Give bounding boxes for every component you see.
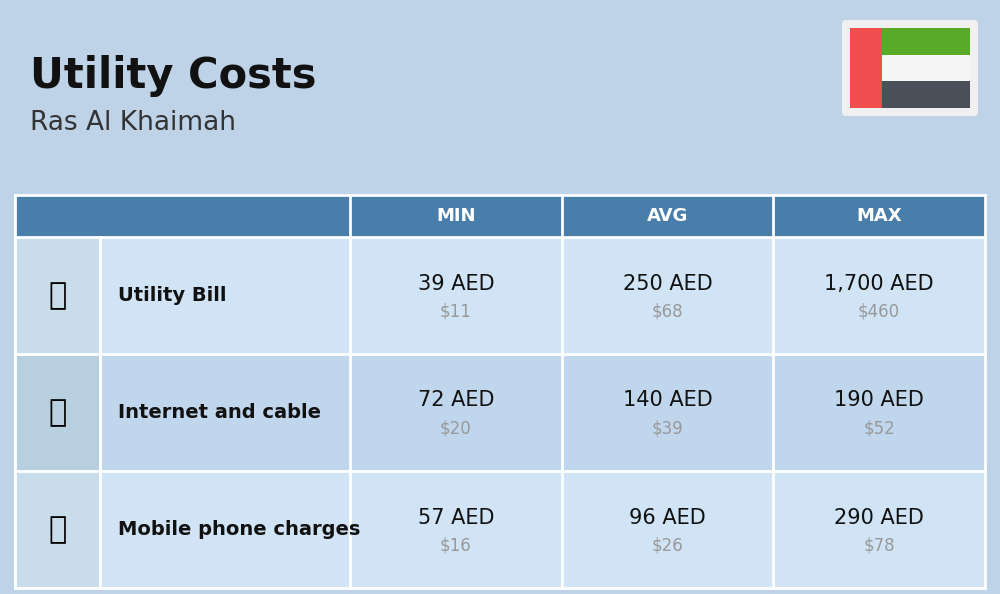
Bar — [882, 55, 970, 81]
Text: $460: $460 — [858, 302, 900, 321]
Bar — [773, 471, 985, 588]
Text: 🔌: 🔌 — [48, 281, 67, 310]
Text: 190 AED: 190 AED — [834, 390, 924, 410]
Text: $78: $78 — [863, 536, 895, 555]
Text: 72 AED: 72 AED — [418, 390, 494, 410]
Bar — [882, 81, 970, 108]
Bar — [882, 28, 970, 55]
FancyBboxPatch shape — [842, 20, 978, 116]
Text: 1,700 AED: 1,700 AED — [824, 273, 934, 293]
Bar — [562, 354, 773, 471]
Bar — [15, 354, 100, 471]
Bar — [350, 354, 562, 471]
Text: Internet and cable: Internet and cable — [118, 403, 321, 422]
Bar — [100, 237, 350, 354]
Bar — [350, 237, 562, 354]
Text: 📶: 📶 — [48, 398, 67, 427]
Text: Utility Costs: Utility Costs — [30, 55, 316, 97]
Text: $11: $11 — [440, 302, 472, 321]
Text: 290 AED: 290 AED — [834, 507, 924, 527]
Text: 39 AED: 39 AED — [418, 273, 494, 293]
Text: 57 AED: 57 AED — [418, 507, 494, 527]
Text: $52: $52 — [863, 419, 895, 438]
Text: $26: $26 — [652, 536, 683, 555]
Bar — [15, 471, 100, 588]
Bar — [773, 354, 985, 471]
Bar — [773, 237, 985, 354]
Bar — [100, 354, 350, 471]
Text: MAX: MAX — [856, 207, 902, 225]
Bar — [15, 195, 985, 237]
Text: 140 AED: 140 AED — [623, 390, 712, 410]
Bar — [15, 237, 100, 354]
Bar — [100, 471, 350, 588]
Text: $39: $39 — [652, 419, 683, 438]
Bar — [350, 471, 562, 588]
Text: 📱: 📱 — [48, 515, 67, 544]
Text: $68: $68 — [652, 302, 683, 321]
Text: Utility Bill: Utility Bill — [118, 286, 226, 305]
Text: MIN: MIN — [436, 207, 476, 225]
Text: AVG: AVG — [647, 207, 688, 225]
Text: Ras Al Khaimah: Ras Al Khaimah — [30, 110, 236, 136]
Text: $20: $20 — [440, 419, 472, 438]
Bar — [562, 471, 773, 588]
Text: 96 AED: 96 AED — [629, 507, 706, 527]
Text: $16: $16 — [440, 536, 472, 555]
Text: 250 AED: 250 AED — [623, 273, 712, 293]
Bar — [562, 237, 773, 354]
Text: Mobile phone charges: Mobile phone charges — [118, 520, 360, 539]
Bar — [850, 28, 882, 108]
